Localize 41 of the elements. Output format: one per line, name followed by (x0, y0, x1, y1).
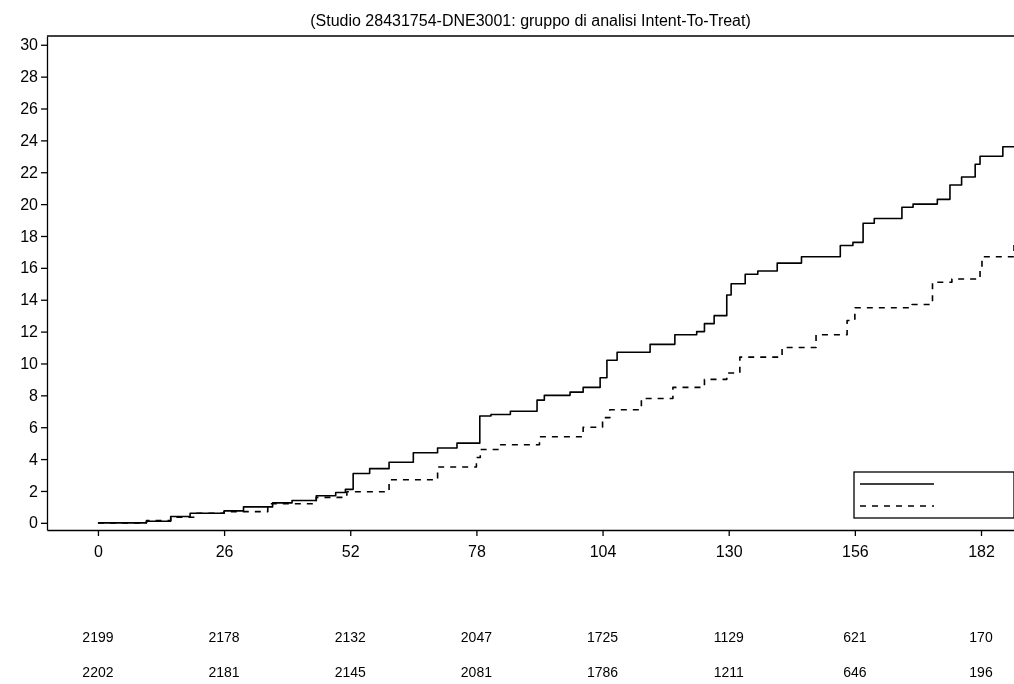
text: 621 (843, 629, 867, 645)
text: 1725 (586, 629, 619, 645)
x-tick-label: 182 (968, 543, 995, 561)
y-tick-label: 6 (29, 418, 39, 436)
y-tick-label: 18 (20, 227, 39, 245)
x-tick-label: 52 (341, 543, 360, 561)
y-tick-label: 26 (20, 100, 39, 118)
y-tick-label: 24 (20, 132, 39, 149)
x-tick-label: 130 (715, 543, 743, 561)
x-tick-label: 78 (468, 543, 486, 561)
text: 2145 (334, 664, 367, 680)
chart-title: (Studio 28431754-DNE3001: gruppo di analisi Intent-To-Treat) (310, 12, 751, 29)
text: 2132 (334, 629, 367, 645)
text: 2047 (460, 629, 493, 645)
x-tick-label: 26 (215, 543, 234, 561)
text: 1129 (713, 629, 744, 645)
x-tick-label: 0 (93, 543, 103, 561)
y-tick-label: 2 (29, 482, 39, 500)
y-tick-label: 8 (29, 386, 39, 404)
y-tick-label: 10 (20, 355, 39, 373)
y-tick-label: 12 (20, 323, 39, 341)
y-tick-label: 30 (20, 36, 39, 54)
text: 2199 (82, 629, 114, 645)
y-tick-label: 14 (20, 291, 39, 309)
text: 1211 (713, 664, 744, 680)
text: 2178 (208, 629, 240, 645)
text: 646 (843, 664, 867, 680)
y-tick-label: 0 (29, 514, 39, 532)
y-tick-label: 28 (20, 68, 39, 86)
text: 1786 (586, 664, 619, 680)
x-tick-label: 156 (842, 543, 869, 561)
x-tick-label: 104 (589, 543, 617, 561)
y-tick-label: 22 (20, 163, 39, 181)
text: 2202 (82, 664, 114, 680)
y-tick-label: 20 (20, 195, 39, 213)
text: 196 (969, 664, 993, 680)
y-tick-label: 16 (20, 259, 39, 277)
text: 170 (969, 629, 993, 645)
text: 2081 (460, 664, 493, 680)
y-tick-label: 4 (29, 450, 39, 468)
text: 2181 (208, 664, 240, 680)
